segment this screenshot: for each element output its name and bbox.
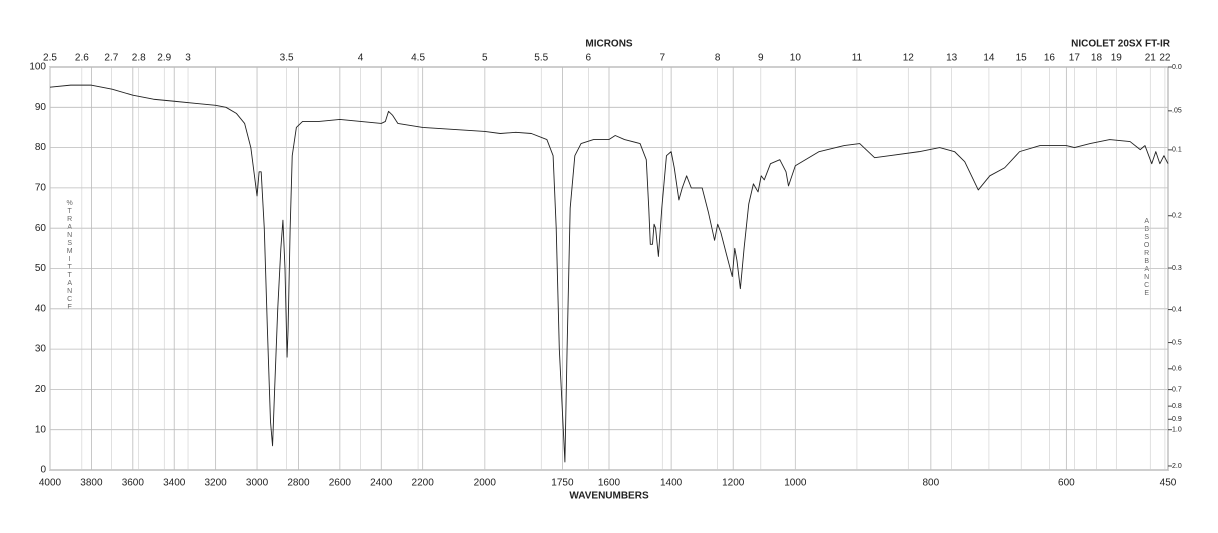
x-tick-label: 2600 xyxy=(329,478,352,489)
y-tick-label: 20 xyxy=(35,384,47,395)
x2-tick-label: 2.8 xyxy=(132,53,146,64)
y2-tick-label: 2.0 xyxy=(1172,463,1182,470)
x-tick-label: 1600 xyxy=(598,478,621,489)
x2-tick-label: 21 xyxy=(1145,53,1157,64)
x-tick-label: 3000 xyxy=(246,478,269,489)
y-tick-label: 60 xyxy=(35,223,47,234)
x2-tick-label: 6 xyxy=(586,53,592,64)
x2-axis-label: MICRONS xyxy=(585,39,633,50)
x-axis-label: WAVENUMBERS xyxy=(569,491,649,502)
x-tick-label: 3600 xyxy=(122,478,145,489)
x2-tick-label: 4.5 xyxy=(411,53,425,64)
y2-tick-label: 0.4 xyxy=(1172,306,1182,313)
x2-tick-label: 16 xyxy=(1044,53,1056,64)
y-tick-label: 30 xyxy=(35,344,47,355)
y2-tick-label: 0.6 xyxy=(1172,366,1182,373)
x-tick-label: 2400 xyxy=(370,478,393,489)
y2-tick-label: 0.7 xyxy=(1172,386,1182,393)
x2-tick-label: 11 xyxy=(852,53,863,64)
x-tick-label: 2200 xyxy=(412,478,435,489)
x-tick-label: 3800 xyxy=(80,478,103,489)
y-tick-label: 90 xyxy=(35,102,47,113)
x-tick-label: 1750 xyxy=(551,478,574,489)
y-tick-label: 100 xyxy=(29,62,46,73)
y-tick-label: 80 xyxy=(35,142,47,153)
x-tick-label: 450 xyxy=(1160,478,1177,489)
x2-tick-label: 22 xyxy=(1159,53,1171,64)
x2-tick-label: 8 xyxy=(715,53,721,64)
y-tick-label: 40 xyxy=(35,303,47,314)
y-tick-label: 50 xyxy=(35,263,47,274)
y2-tick-label: 0.2 xyxy=(1172,213,1182,220)
y2-tick-label: 0.5 xyxy=(1172,339,1182,346)
x-tick-label: 600 xyxy=(1058,478,1075,489)
x-tick-label: 1000 xyxy=(784,478,807,489)
y2-tick-label: 0.3 xyxy=(1172,265,1182,272)
x-tick-label: 3400 xyxy=(163,478,186,489)
chart-title: NICOLET 20SX FT-IR xyxy=(1071,39,1171,50)
x2-tick-label: 4 xyxy=(358,53,364,64)
x2-tick-label: 2.5 xyxy=(43,53,57,64)
x2-tick-label: 5.5 xyxy=(534,53,548,64)
x-tick-label: 1200 xyxy=(722,478,745,489)
spectrum-line xyxy=(49,84,1169,463)
x2-tick-label: 13 xyxy=(946,53,958,64)
y2-tick-label: 0.0 xyxy=(1172,64,1182,71)
y-tick-label: 10 xyxy=(35,424,47,435)
y2-axis-label: ABSORBANCE xyxy=(1143,218,1150,298)
y2-tick-label: 0.1 xyxy=(1172,147,1182,154)
x2-tick-label: 2.9 xyxy=(157,53,171,64)
y2-tick-label: 0.9 xyxy=(1172,416,1182,423)
x2-tick-label: 2.6 xyxy=(75,53,89,64)
x-tick-label: 1400 xyxy=(660,478,683,489)
x2-tick-label: 9 xyxy=(758,53,764,64)
y-tick-label: 0 xyxy=(40,465,46,476)
y-tick-label: 70 xyxy=(35,183,47,194)
x-tick-label: 2000 xyxy=(474,478,497,489)
x2-tick-label: 3 xyxy=(185,53,191,64)
x-tick-label: 2800 xyxy=(287,478,310,489)
x2-tick-label: 5 xyxy=(482,53,488,64)
x2-tick-label: 17 xyxy=(1069,53,1081,64)
x2-tick-label: 14 xyxy=(983,53,995,64)
y-axis-label: %TRANSMITTANCE xyxy=(66,200,73,312)
x2-tick-label: 12 xyxy=(903,53,915,64)
x2-tick-label: 7 xyxy=(659,53,665,64)
x2-tick-label: 15 xyxy=(1016,53,1028,64)
y2-tick-label: .05 xyxy=(1172,108,1182,115)
y2-tick-label: 1.0 xyxy=(1172,427,1182,434)
x-tick-label: 3200 xyxy=(205,478,228,489)
x-tick-label: 800 xyxy=(923,478,940,489)
x2-tick-label: 18 xyxy=(1091,53,1103,64)
x2-tick-label: 3.5 xyxy=(280,53,294,64)
y2-tick-label: 0.8 xyxy=(1172,403,1182,410)
x2-tick-label: 10 xyxy=(790,53,802,64)
x2-tick-label: 19 xyxy=(1111,53,1123,64)
x-tick-label: 4000 xyxy=(39,478,62,489)
x2-tick-label: 2.7 xyxy=(104,53,118,64)
